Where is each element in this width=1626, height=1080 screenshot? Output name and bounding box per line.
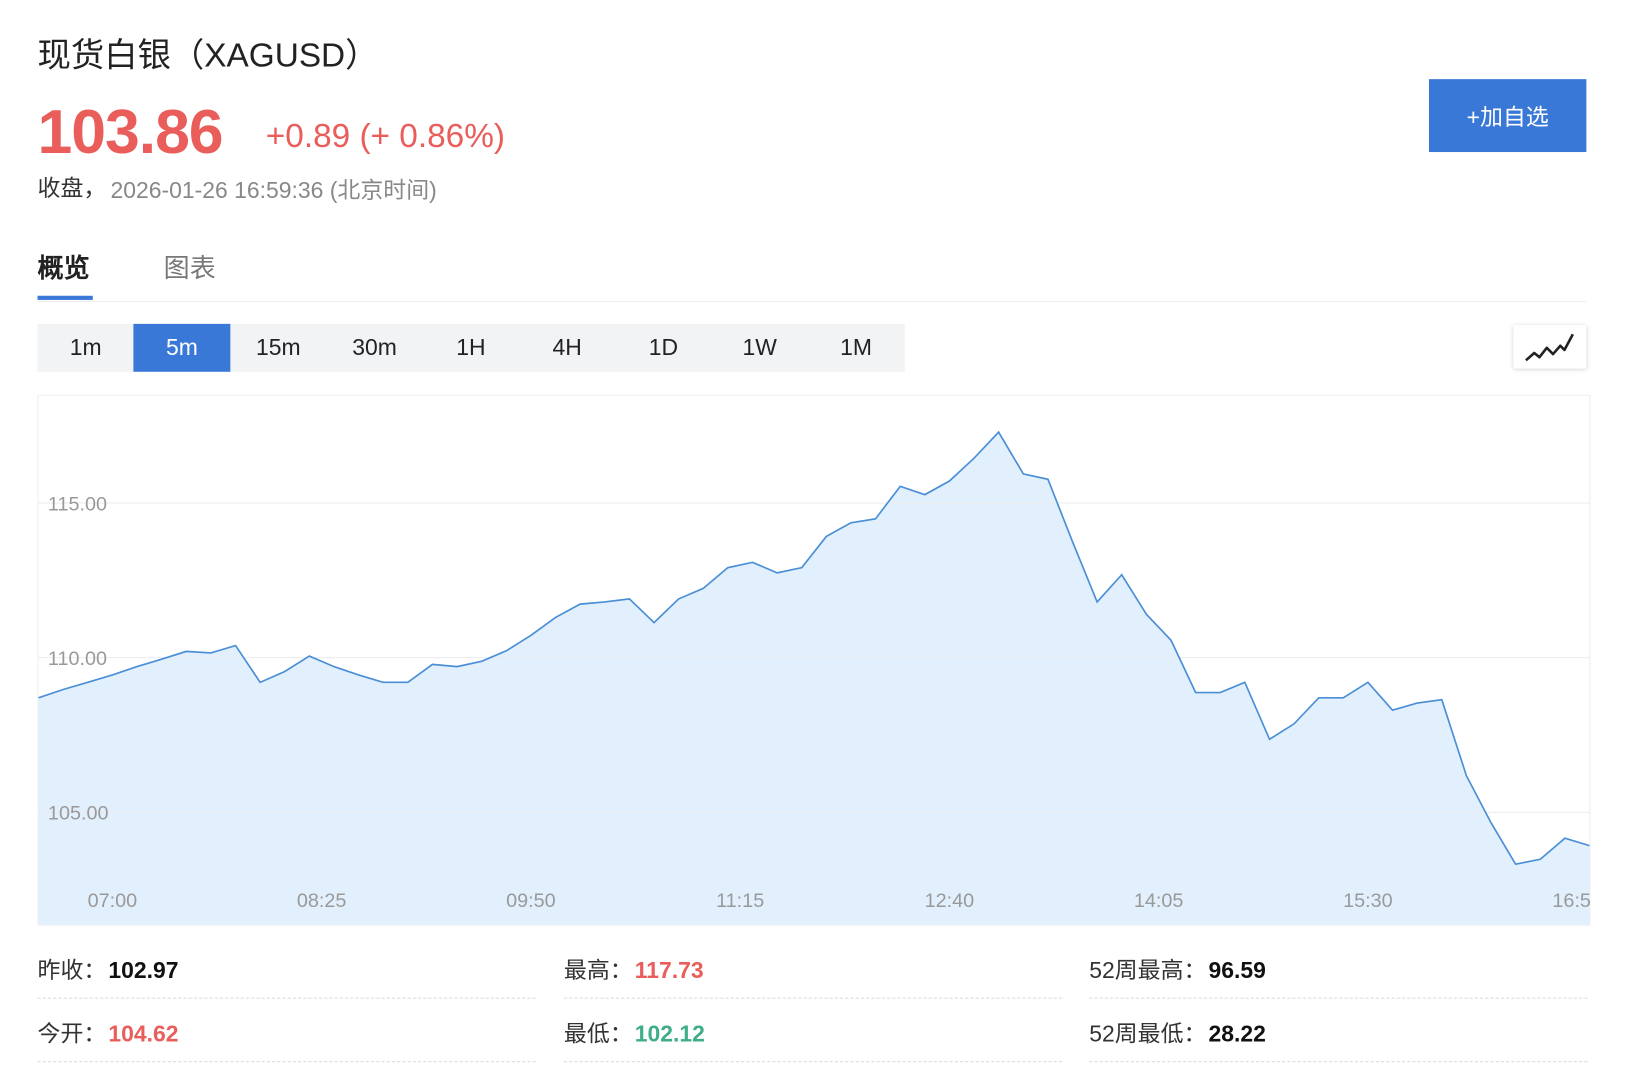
stat-label: 52周最高： [1089,957,1207,984]
x-tick-label: 16:55 [1552,890,1590,912]
stat-divider [563,997,1063,999]
interval-button[interactable]: 1W [742,334,777,361]
stat-label: 最高： [563,957,633,984]
x-tick-label: 07:00 [88,890,138,912]
x-tick-label: 14:05 [1134,890,1184,912]
interval-button[interactable]: 30m [352,334,397,361]
interval-button[interactable]: 1H [456,334,486,361]
stat-divider [37,1061,536,1063]
y-tick-label: 110.00 [48,648,107,670]
interval-button[interactable]: 5m [133,323,231,372]
change: +0.89 [265,116,351,155]
x-tick-label: 09:50 [506,890,556,912]
price-chart: 105.00 110.00 115.00 07:00 08:25 09:50 11:15 12… [37,394,1591,926]
tab[interactable]: 概览 [37,254,90,284]
stat-label: 52周最低： [1089,1020,1207,1047]
x-tick-label: 15:30 [1343,890,1393,912]
interval-button[interactable]: 15m [255,334,301,361]
y-tick-label: 115.00 [48,493,107,515]
stat-divider [1089,1061,1588,1063]
stat-item: 今开：104.62 [38,1015,179,1048]
add-watchlist-button[interactable]: +加自选 [1428,79,1587,153]
stat-value: 96.59 [1208,957,1266,984]
stat-divider [1089,997,1588,999]
last-price: 103.86 [37,96,224,167]
stat-label: 今开： [37,1020,107,1047]
stat-divider [37,997,536,999]
stat-item: 昨收：102.97 [38,952,179,985]
stat-value: 102.97 [108,957,179,984]
tab[interactable]: 图表 [163,254,216,284]
y-tick-label: 105.00 [48,803,109,825]
change-percent: (+ 0.86%) [359,116,505,155]
stat-value: 104.62 [108,1020,179,1047]
x-tick-label: 12:40 [925,890,975,912]
stat-value: 102.12 [634,1020,705,1047]
stat-value: 28.22 [1208,1020,1266,1047]
tab-underline [37,295,93,300]
instrument-title: 现货白银（XAGUSD） [37,36,379,74]
stat-item: 最低：102.12 [564,1015,705,1048]
market-status: 收盘， [37,174,107,201]
stat-value: 117.73 [634,957,704,984]
interval-button[interactable]: 1m [69,334,102,361]
stat-item: 52周最低：28.22 [1089,1015,1266,1048]
chart-type-icon [1525,333,1574,362]
x-tick-label: 08:25 [297,890,347,912]
chart-type-button[interactable] [1513,324,1587,369]
interval-button[interactable]: 4H [552,334,582,361]
interval-button[interactable]: 1M [840,334,872,361]
price-change: +0.89 (+ 0.86%) [266,117,505,156]
interval-button[interactable]: 1D [648,334,679,361]
divider [37,300,1587,303]
stat-label: 昨收： [37,957,107,984]
x-tick-label: 11:15 [716,890,764,912]
stat-label: 最低： [563,1020,633,1047]
area [38,432,1590,925]
interval-bar: 1m 5m 15m 30m 1H 4H 1D 1W 1M [37,323,905,372]
price-line [38,430,1590,866]
stat-divider [563,1061,1063,1063]
stat-item: 最高：117.73 [564,952,704,985]
quote-time: 2026-01-26 16:59:36 (北京时间) [110,177,437,204]
stat-item: 52周最高：96.59 [1089,952,1266,985]
